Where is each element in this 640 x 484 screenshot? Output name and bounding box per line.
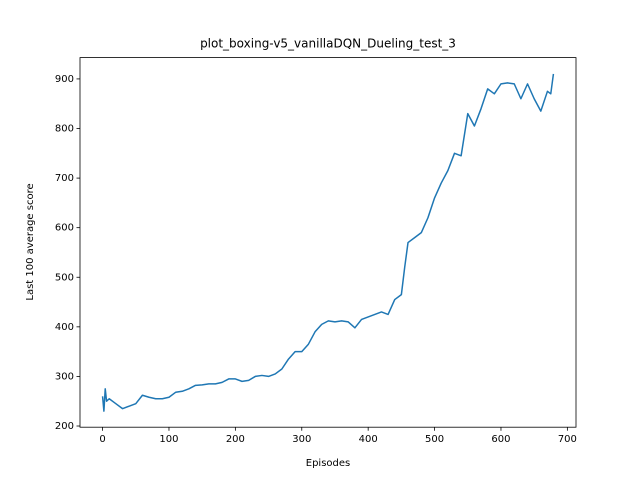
plot-frame [79, 57, 577, 428]
x-tick-label: 600 [491, 434, 510, 445]
y-axis-label: Last 100 average score [25, 183, 36, 300]
y-tick-label: 900 [55, 74, 74, 85]
x-tick-label: 700 [558, 434, 577, 445]
y-tick-label: 800 [55, 124, 74, 135]
data-line [101, 73, 555, 412]
chart-title: plot_boxing-v5_vanillaDQN_Dueling_test_3 [200, 37, 456, 51]
x-axis-label: Episodes [306, 458, 350, 469]
x-tick-label: 300 [292, 434, 311, 445]
y-tick-label: 200 [55, 421, 74, 432]
x-tick-label: 200 [226, 434, 245, 445]
y-tick-label: 300 [55, 371, 74, 382]
y-tick-label: 400 [55, 322, 74, 333]
x-tick-label: 400 [359, 434, 378, 445]
x-tick-label: 0 [99, 434, 105, 445]
y-tick-label: 500 [55, 272, 74, 283]
y-tick-label: 600 [55, 223, 74, 234]
x-tick-label: 500 [425, 434, 444, 445]
x-tick-label: 100 [159, 434, 178, 445]
y-tick-label: 700 [55, 173, 74, 184]
